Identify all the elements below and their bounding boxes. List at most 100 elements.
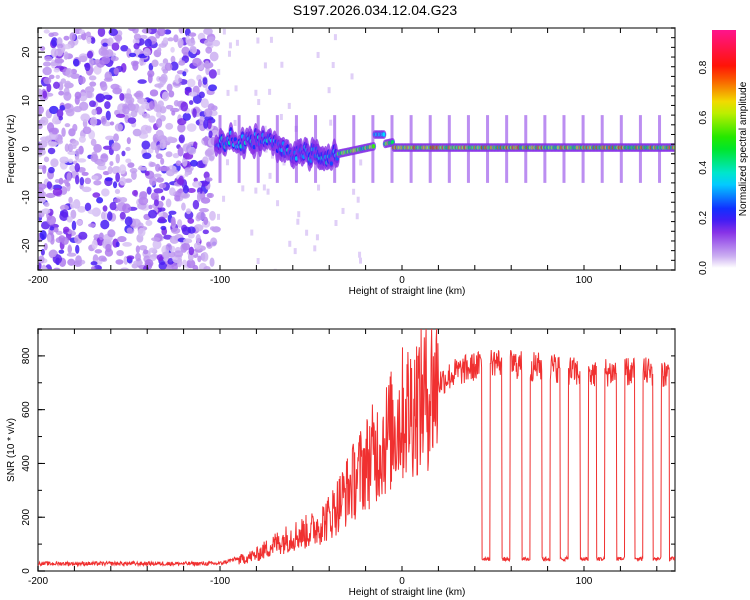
heatmap-cell (50, 249, 57, 258)
heatmap-cell (46, 83, 52, 93)
heatmap-cell (96, 161, 106, 167)
heatmap-cell (296, 218, 300, 225)
heatmap-cell (152, 239, 162, 250)
heatmap-cell (170, 55, 176, 64)
heatmap-cell (98, 255, 107, 262)
heatmap-cell (64, 182, 71, 187)
heatmap-cell (42, 90, 48, 99)
heatmap-cell (111, 42, 120, 51)
heatmap-cell (75, 174, 80, 185)
heatmap-cell (67, 258, 76, 266)
heatmap-cell (132, 61, 139, 71)
heatmap-cell (158, 182, 167, 189)
heatmap-cell (63, 43, 72, 50)
heatmap-cell (110, 56, 119, 62)
heatmap-cell (122, 242, 133, 247)
heatmap-cell (102, 171, 110, 176)
heatmap-cell (352, 188, 356, 195)
heatmap-cell (96, 197, 104, 204)
y-tick-label: 0 (21, 146, 32, 152)
heatmap-cell (142, 113, 151, 119)
heatmap-cell (297, 211, 301, 218)
colorbar-tick-label: 0.6 (698, 110, 709, 124)
heatmap-cell (38, 183, 47, 190)
heatmap-cell (254, 89, 258, 96)
heatmap-cell (97, 164, 107, 171)
heatmap-cell (209, 226, 216, 231)
heatmap-cell (165, 104, 174, 110)
heatmap-cell (313, 245, 317, 252)
heatmap-cell (47, 147, 56, 155)
heatmap-cell (133, 92, 142, 98)
x-axis-label: Height of straight line (km) (349, 286, 466, 297)
heatmap-cell (157, 28, 166, 37)
heatmap-cell (155, 177, 164, 183)
heatmap-cell (87, 209, 98, 215)
heatmap-cell (185, 208, 192, 215)
colorbar-tick-label: 0.8 (698, 60, 709, 74)
heatmap-cell (159, 139, 166, 150)
heatmap-cell (119, 176, 127, 186)
heatmap-cell (143, 249, 149, 255)
heatmap-cell (176, 257, 183, 268)
x-tick-label: -200 (28, 275, 48, 286)
heatmap-cell (180, 192, 191, 199)
heatmap-cell (155, 129, 164, 140)
heatmap-cell (49, 226, 55, 231)
heatmap-cell (148, 115, 156, 123)
heatmap-cell (187, 232, 195, 239)
heatmap-cell (208, 84, 218, 92)
heatmap-cell (217, 213, 221, 220)
heatmap-cell (181, 156, 188, 167)
heatmap-cell (71, 140, 79, 147)
heatmap-cell (160, 157, 165, 165)
heatmap-cell (39, 46, 46, 51)
heatmap-cell (192, 180, 203, 188)
heatmap-cell (98, 47, 108, 57)
heatmap-cell (111, 142, 121, 152)
chart-title: S197.2026.034.12.04.G23 (293, 2, 457, 18)
heatmap-cell (209, 257, 215, 267)
heatmap-cell (100, 153, 109, 163)
heatmap-cell (105, 49, 114, 57)
heatmap-cell (93, 180, 102, 186)
heatmap-cell (44, 202, 50, 207)
heatmap-cell (157, 100, 165, 108)
heatmap-cell (158, 212, 163, 218)
heatmap-cell (350, 73, 354, 80)
heatmap-cell (147, 209, 158, 219)
heatmap-cell (48, 166, 55, 174)
heatmap-cell (49, 105, 59, 115)
heatmap-cell (203, 108, 213, 118)
heatmap-cell (67, 244, 72, 254)
heatmap-cell (107, 166, 113, 175)
heatmap-cell (176, 219, 183, 228)
heatmap-cell (151, 237, 161, 242)
heatmap-cell (268, 88, 272, 95)
heatmap-cell (53, 114, 58, 122)
heatmap-cell (166, 83, 173, 92)
heatmap-cell (81, 171, 89, 176)
heatmap-cell (198, 91, 205, 99)
heatmap-cell (173, 250, 184, 258)
heatmap-cell (203, 171, 210, 179)
heatmap-cell (209, 210, 216, 221)
heatmap-cell (138, 196, 149, 206)
heatmap-cell (149, 100, 156, 110)
heatmap-cell (104, 177, 113, 182)
heatmap-cell (114, 34, 123, 42)
heatmap-cell (209, 155, 215, 161)
heatmap-cell (69, 165, 76, 172)
heatmap-cell (163, 29, 172, 35)
heatmap-cell (125, 146, 131, 152)
heatmap-cell (180, 101, 189, 112)
heatmap-cell (110, 83, 120, 90)
heatmap-cell (102, 42, 108, 47)
heatmap-cell (126, 255, 135, 260)
heatmap-cell (78, 29, 85, 35)
heatmap-cell (90, 138, 97, 147)
heatmap-cell (48, 32, 55, 38)
heatmap-cell (169, 235, 180, 244)
heatmap-cell (56, 108, 64, 118)
heatmap-cell (89, 100, 97, 108)
